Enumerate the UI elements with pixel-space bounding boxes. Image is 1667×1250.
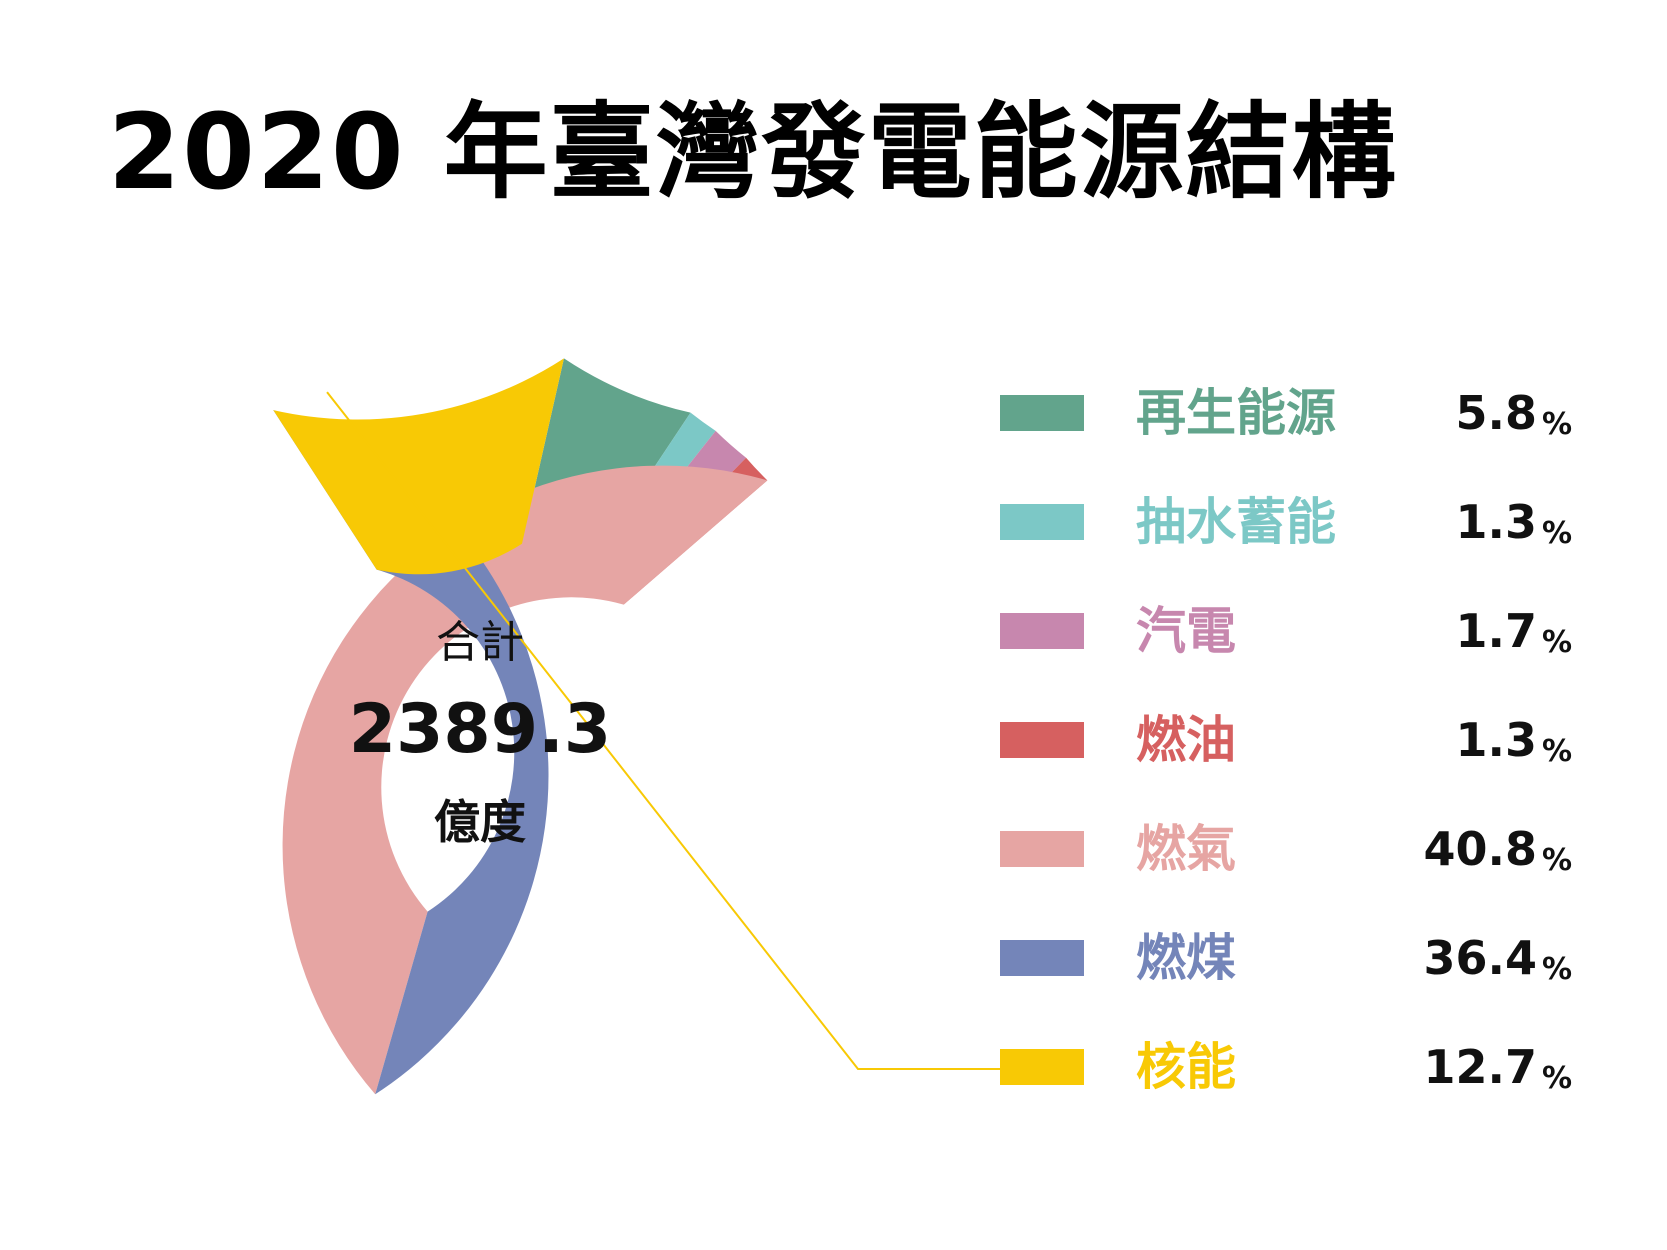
legend-label: 汽電 (1136, 602, 1236, 660)
legend-value: 1.3 (1455, 495, 1538, 549)
legend-percent-sign: % (1541, 843, 1572, 878)
legend-item: 燃油 1.3% (1000, 707, 1600, 769)
legend-value: 5.8 (1455, 386, 1538, 440)
legend-swatch (1000, 395, 1084, 431)
donut-slice-6 (273, 358, 564, 575)
legend-label: 燃油 (1136, 711, 1236, 769)
center-total-unit: 億度 (434, 795, 526, 849)
chart-title: 2020 年臺灣發電能源結構 (108, 91, 1398, 213)
center-total-label: 合計 (436, 617, 524, 668)
legend-label: 燃氣 (1136, 820, 1236, 878)
legend-value: 1.7 (1455, 604, 1538, 658)
legend-item: 汽電 1.7% (1000, 598, 1600, 660)
legend-value: 1.3 (1455, 713, 1538, 767)
legend-value: 12.7 (1423, 1040, 1538, 1094)
legend-label: 抽水蓄能 (1136, 493, 1336, 551)
legend-label: 再生能源 (1136, 384, 1336, 442)
center-total-value: 2389.3 (348, 690, 612, 769)
legend-percent-sign: % (1541, 625, 1572, 660)
legend-percent-sign: % (1541, 516, 1572, 551)
legend-percent-sign: % (1541, 734, 1572, 769)
donut-slice-4 (282, 465, 768, 1095)
donut-slice-5 (273, 410, 549, 1095)
legend-value: 40.8 (1423, 822, 1538, 876)
legend-swatch (1000, 504, 1084, 540)
legend-percent-sign: % (1541, 407, 1572, 442)
legend-value: 36.4 (1423, 931, 1538, 985)
legend-swatch (1000, 940, 1084, 976)
legend-item: 燃氣 40.8% (1000, 816, 1600, 878)
legend-swatch (1000, 831, 1084, 867)
legend-label: 燃煤 (1136, 929, 1236, 987)
legend-swatch (1000, 722, 1084, 758)
legend-item: 抽水蓄能 1.3% (1000, 489, 1600, 551)
legend-swatch (1000, 613, 1084, 649)
legend-percent-sign: % (1541, 952, 1572, 987)
legend-swatch (1000, 1049, 1084, 1085)
legend-percent-sign: % (1541, 1061, 1572, 1096)
legend-item: 再生能源 5.8% (1000, 380, 1600, 442)
legend-item: 燃煤 36.4% (1000, 925, 1600, 987)
legend-label: 核能 (1136, 1038, 1236, 1096)
legend-item: 核能 12.7% (1000, 1034, 1600, 1096)
nuclear-leader-line (326, 391, 1000, 1070)
